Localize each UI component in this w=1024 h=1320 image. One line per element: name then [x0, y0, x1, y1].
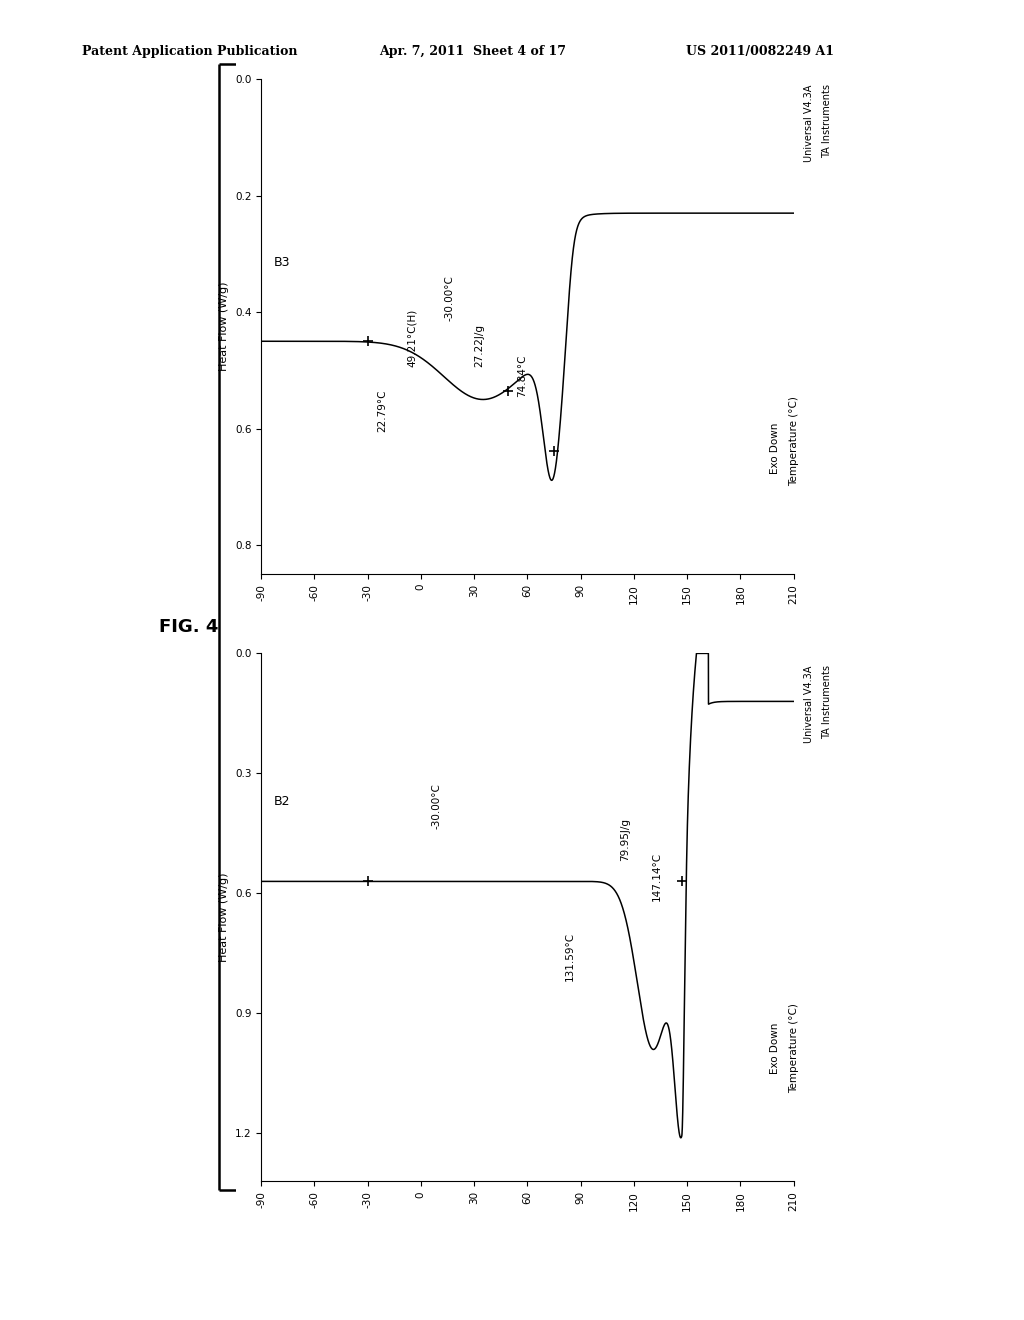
Text: 22.79°C: 22.79°C — [377, 389, 387, 432]
Text: 79.95J/g: 79.95J/g — [620, 818, 630, 862]
Text: US 2011/0082249 A1: US 2011/0082249 A1 — [686, 45, 835, 58]
Text: Exo Down: Exo Down — [770, 1023, 780, 1074]
Text: B3: B3 — [273, 256, 290, 268]
Text: Universal V4.3A: Universal V4.3A — [804, 84, 814, 162]
Text: Temperature (°C): Temperature (°C) — [788, 396, 799, 486]
Text: -30.00°C: -30.00°C — [432, 784, 441, 829]
Text: Exo Down: Exo Down — [770, 422, 780, 474]
Y-axis label: Heat Flow (W/g): Heat Flow (W/g) — [219, 282, 229, 371]
Text: Temperature (°C): Temperature (°C) — [788, 1003, 799, 1093]
Text: 147.14°C: 147.14°C — [652, 853, 662, 902]
Text: FIG. 4: FIG. 4 — [159, 618, 218, 636]
Text: 49.21°C(H): 49.21°C(H) — [407, 309, 417, 367]
Y-axis label: Heat Flow (W/g): Heat Flow (W/g) — [219, 873, 229, 962]
Text: TA Instruments: TA Instruments — [822, 665, 833, 739]
Text: B2: B2 — [273, 796, 290, 808]
Text: Patent Application Publication: Patent Application Publication — [82, 45, 297, 58]
Text: 27.22J/g: 27.22J/g — [474, 325, 484, 367]
Text: TA Instruments: TA Instruments — [822, 84, 833, 158]
Text: 74.84°C: 74.84°C — [517, 354, 527, 396]
Text: Universal V4.3A: Universal V4.3A — [804, 665, 814, 743]
Text: 131.59°C: 131.59°C — [565, 932, 574, 981]
Text: -30.00°C: -30.00°C — [444, 275, 455, 321]
Text: Apr. 7, 2011  Sheet 4 of 17: Apr. 7, 2011 Sheet 4 of 17 — [379, 45, 566, 58]
